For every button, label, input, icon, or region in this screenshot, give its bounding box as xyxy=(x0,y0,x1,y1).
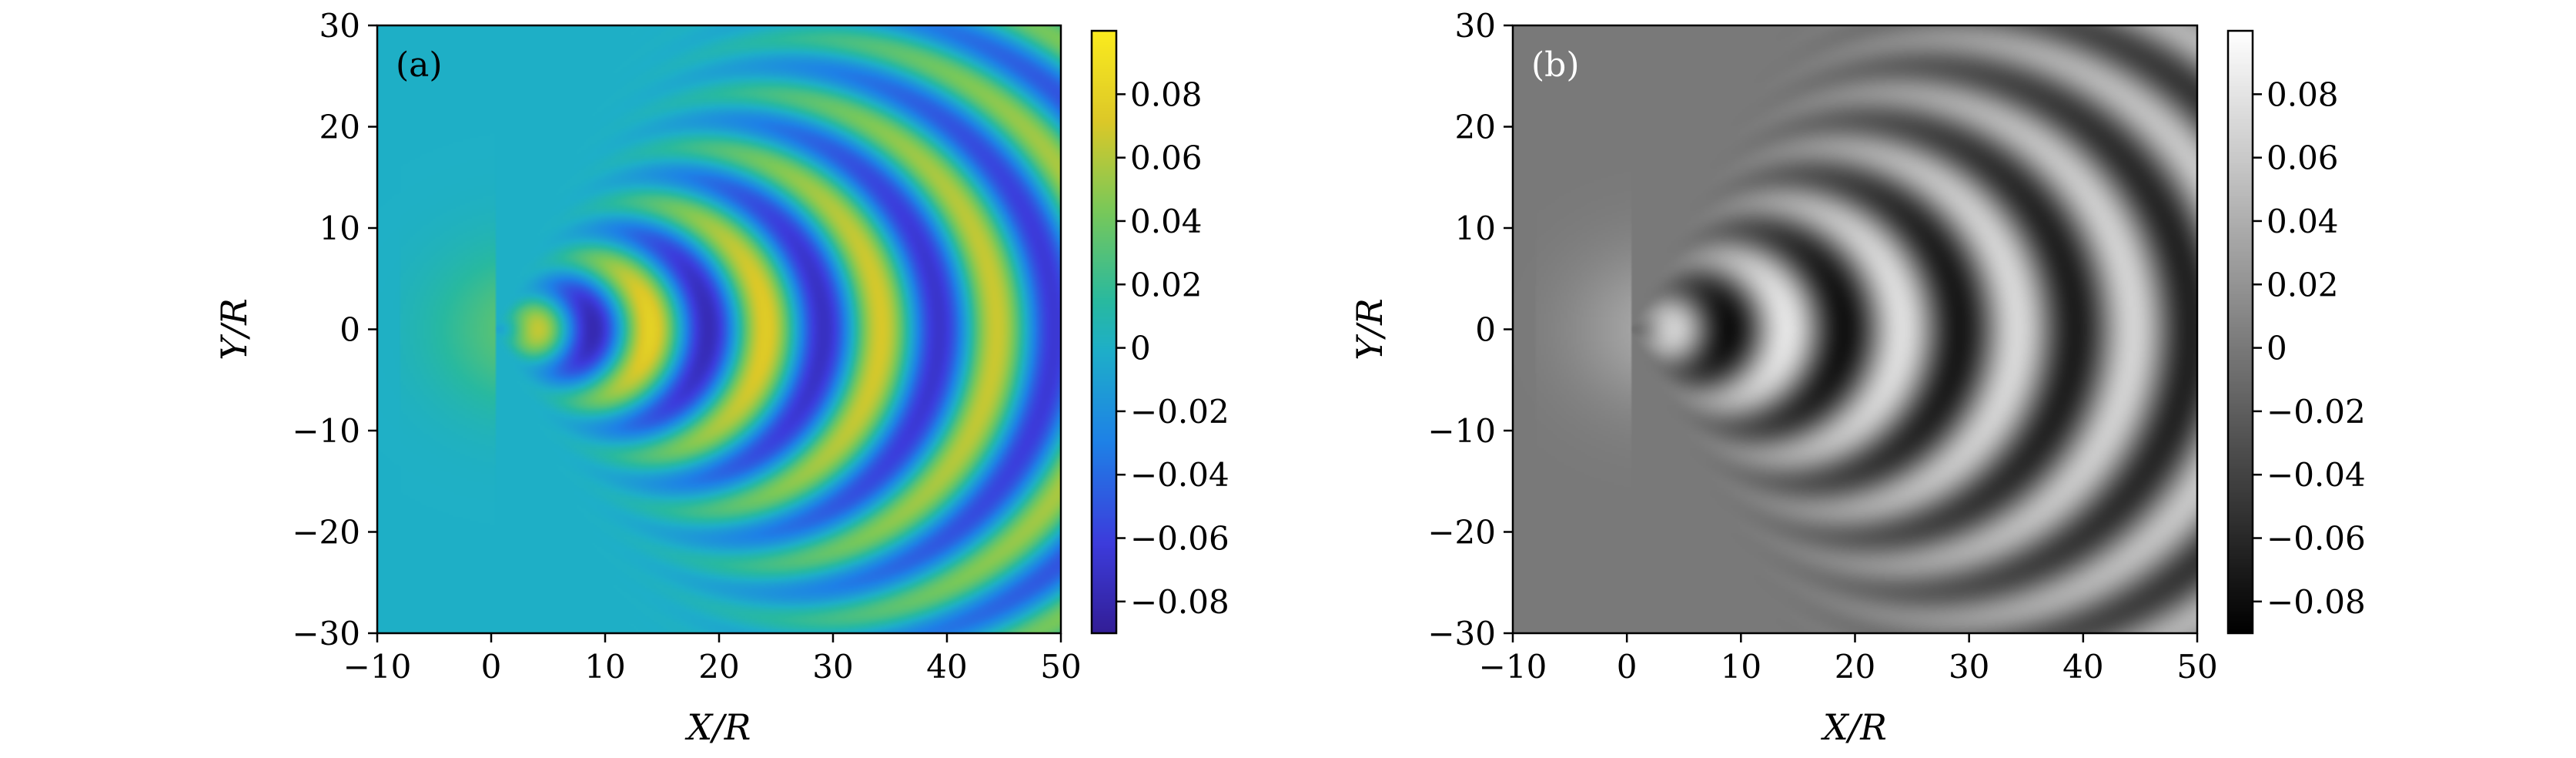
y-tick-label: 0 xyxy=(340,311,360,349)
y-tick-label: −20 xyxy=(292,514,360,552)
colorbar-tick-label: 0.08 xyxy=(1130,75,1203,113)
y-axis-label: Y/R xyxy=(213,298,255,361)
y-axis-label: Y/R xyxy=(1349,298,1390,361)
y-tick-label: 0 xyxy=(1475,311,1496,349)
x-tick-label: 30 xyxy=(812,648,853,686)
colorbar-tick-label: −0.02 xyxy=(2267,393,2366,431)
panel-label: (a) xyxy=(396,45,443,85)
x-tick-label: 10 xyxy=(1721,648,1761,686)
colorbar-tick-label: 0.06 xyxy=(2267,139,2339,177)
x-tick-label: 50 xyxy=(2176,648,2217,686)
x-tick-label: 0 xyxy=(1617,648,1638,686)
colorbar-tick-label: −0.06 xyxy=(1130,520,1229,558)
colorbar-tick-label: −0.02 xyxy=(1130,393,1229,431)
x-axis-label: X/R xyxy=(685,706,751,748)
y-tick-label: 30 xyxy=(1455,7,1496,45)
colorbar-tick-label: 0.04 xyxy=(1130,203,1203,240)
y-tick-label: 10 xyxy=(1455,210,1496,247)
colorbar xyxy=(1092,31,1116,633)
colorbar-tick-label: −0.08 xyxy=(1130,583,1229,621)
panel-b: −10 0 10 20 30 40 50 −30 −20 −10 0 10 20 30 X/R Y/R (b) 0… xyxy=(1349,7,2366,748)
colorbar xyxy=(2228,31,2253,633)
heatmap-image xyxy=(377,25,1061,633)
y-tick-label: 10 xyxy=(319,210,360,247)
colorbar-tick-label: 0.04 xyxy=(2267,203,2339,240)
panel-label: (b) xyxy=(1531,45,1580,85)
y-tick-label: 20 xyxy=(1455,109,1496,146)
x-tick-label: 40 xyxy=(926,648,967,686)
x-tick-label: 30 xyxy=(1949,648,1989,686)
y-tick-label: −30 xyxy=(1427,615,1496,652)
colorbar-frame xyxy=(2226,29,2254,635)
colorbar-tick-label: 0.08 xyxy=(2267,75,2339,113)
colorbar-tick-label: 0.06 xyxy=(1130,139,1203,177)
x-tick-label: 20 xyxy=(1835,648,1875,686)
y-tick-label: 30 xyxy=(319,7,360,45)
x-tick-label: −10 xyxy=(1479,648,1547,686)
y-tick-label: −20 xyxy=(1427,514,1496,552)
x-tick-label: 50 xyxy=(1040,648,1081,686)
colorbar-tick-label: −0.08 xyxy=(2267,583,2366,621)
panel-a: −10 0 10 20 30 40 50 −30 −20 −10 0 10 20 30 X/R Y/R (a) 0… xyxy=(213,7,1229,748)
x-tick-label: 20 xyxy=(698,648,739,686)
colorbar-tick-label: −0.06 xyxy=(2267,520,2366,558)
colorbar-tick-label: −0.04 xyxy=(1130,456,1229,494)
colorbar-frame xyxy=(1090,29,1118,635)
x-tick-label: 0 xyxy=(481,648,502,686)
heatmap-image xyxy=(1513,25,2197,633)
y-tick-label: −10 xyxy=(1427,412,1496,450)
y-tick-label: −10 xyxy=(292,412,360,450)
colorbar-tick-label: 0 xyxy=(1130,330,1151,367)
colorbar-tick-label: 0 xyxy=(2267,330,2287,367)
colorbar-tick-label: 0.02 xyxy=(2267,266,2339,304)
colorbar-tick-label: 0.02 xyxy=(1130,266,1203,304)
colorbar-tick-label: −0.04 xyxy=(2267,456,2366,494)
x-axis-label: X/R xyxy=(1821,706,1887,748)
x-tick-label: 10 xyxy=(584,648,625,686)
y-tick-label: 20 xyxy=(319,109,360,146)
y-tick-label: −30 xyxy=(292,615,360,652)
x-tick-label: 40 xyxy=(2062,648,2103,686)
x-tick-label: −10 xyxy=(343,648,412,686)
